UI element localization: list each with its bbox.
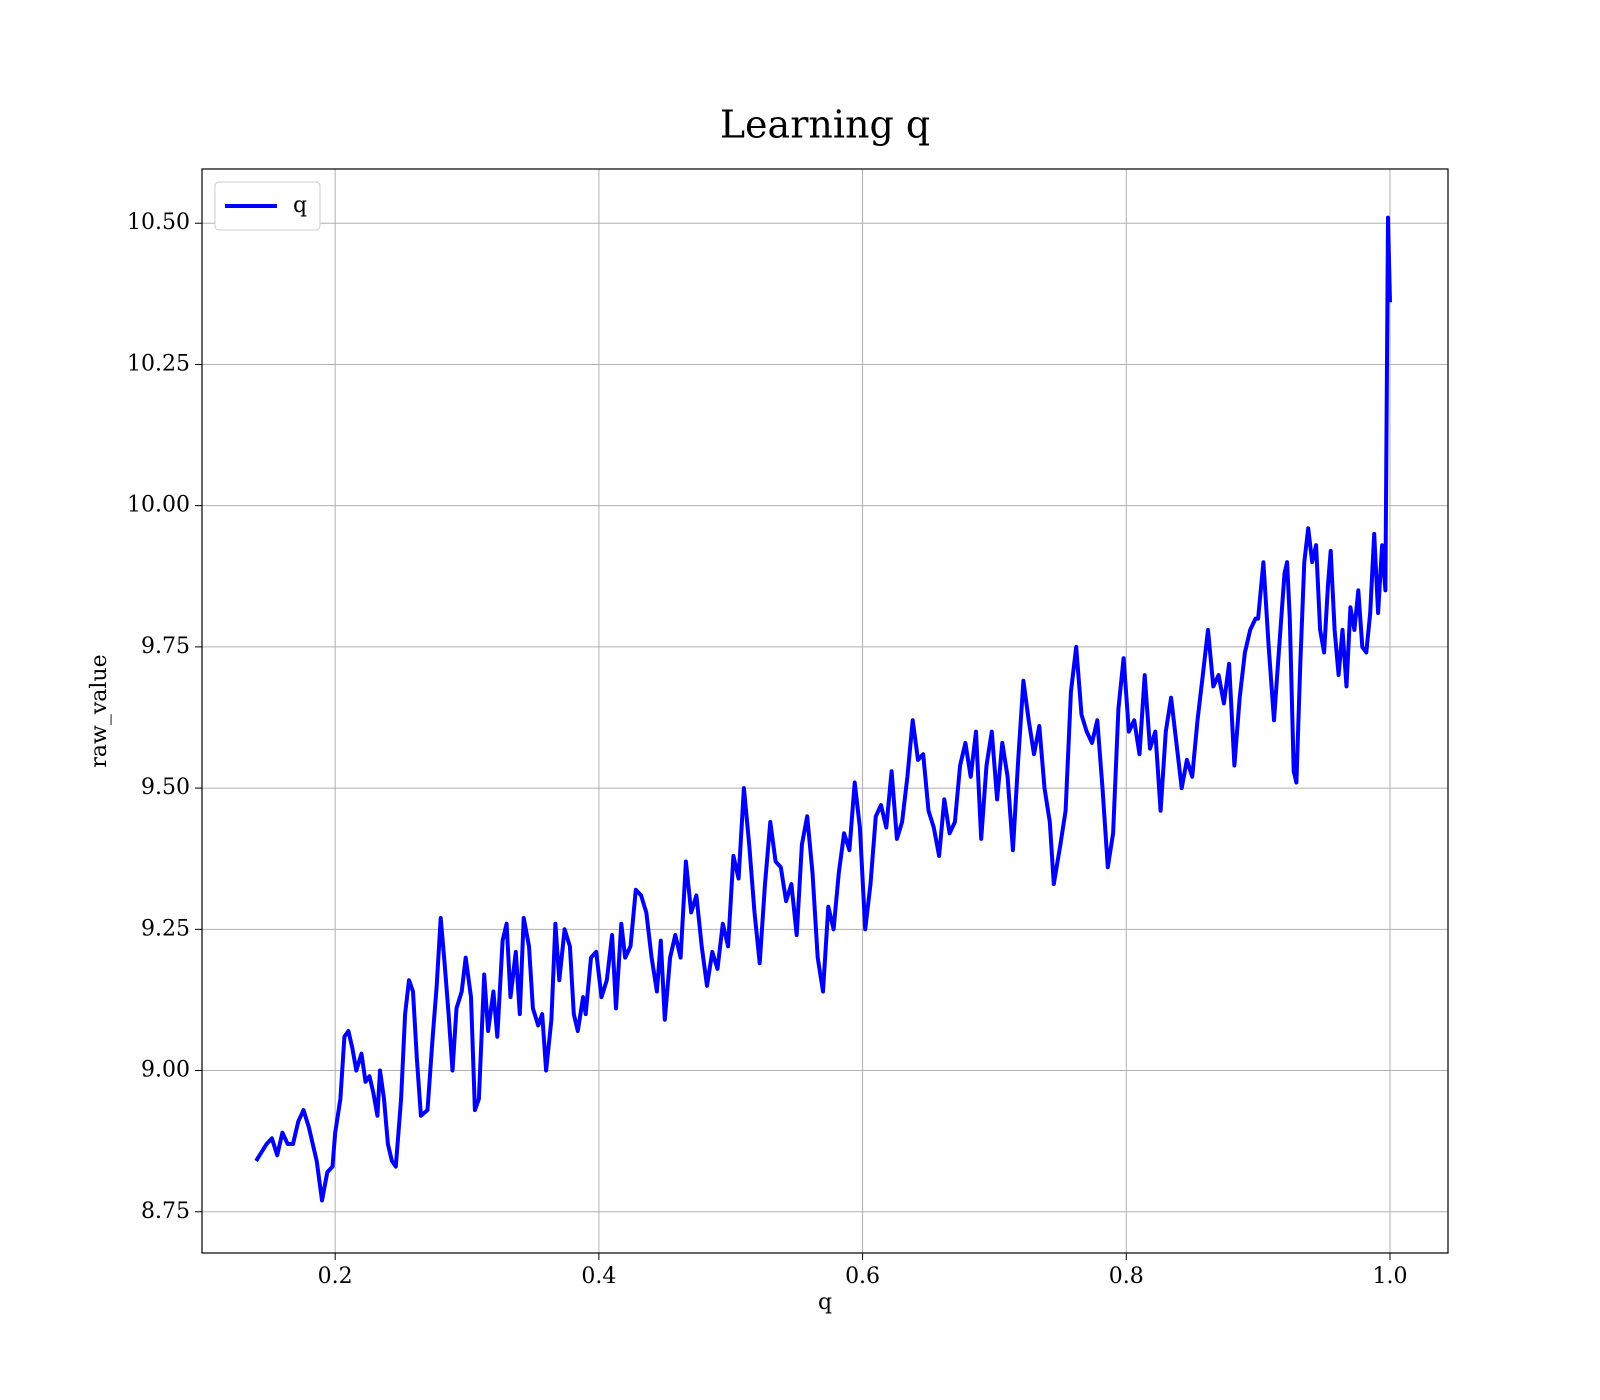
y-tick-label: 10.00 bbox=[127, 493, 190, 518]
x-tick-label: 1.0 bbox=[1372, 1264, 1407, 1289]
y-tick-label: 10.50 bbox=[127, 210, 190, 235]
x-tick-label: 0.2 bbox=[318, 1264, 353, 1289]
y-tick-label: 9.75 bbox=[141, 634, 190, 659]
x-tick-label: 0.6 bbox=[845, 1264, 880, 1289]
chart-title: Learning q bbox=[720, 103, 930, 147]
legend-label: q bbox=[293, 193, 307, 218]
y-tick-label: 9.50 bbox=[141, 775, 190, 800]
y-tick-label: 9.00 bbox=[141, 1058, 190, 1083]
y-tick-label: 10.25 bbox=[127, 351, 190, 376]
x-tick-label: 0.4 bbox=[581, 1264, 616, 1289]
y-tick-label: 9.25 bbox=[141, 916, 190, 941]
x-tick-label: 0.8 bbox=[1109, 1264, 1144, 1289]
data-line bbox=[254, 215, 1392, 1203]
y-axis-label: raw_value bbox=[87, 654, 112, 767]
y-tick-label: 8.75 bbox=[141, 1199, 190, 1224]
x-axis-label: q bbox=[818, 1290, 832, 1315]
plot-frame bbox=[201, 168, 1449, 1254]
